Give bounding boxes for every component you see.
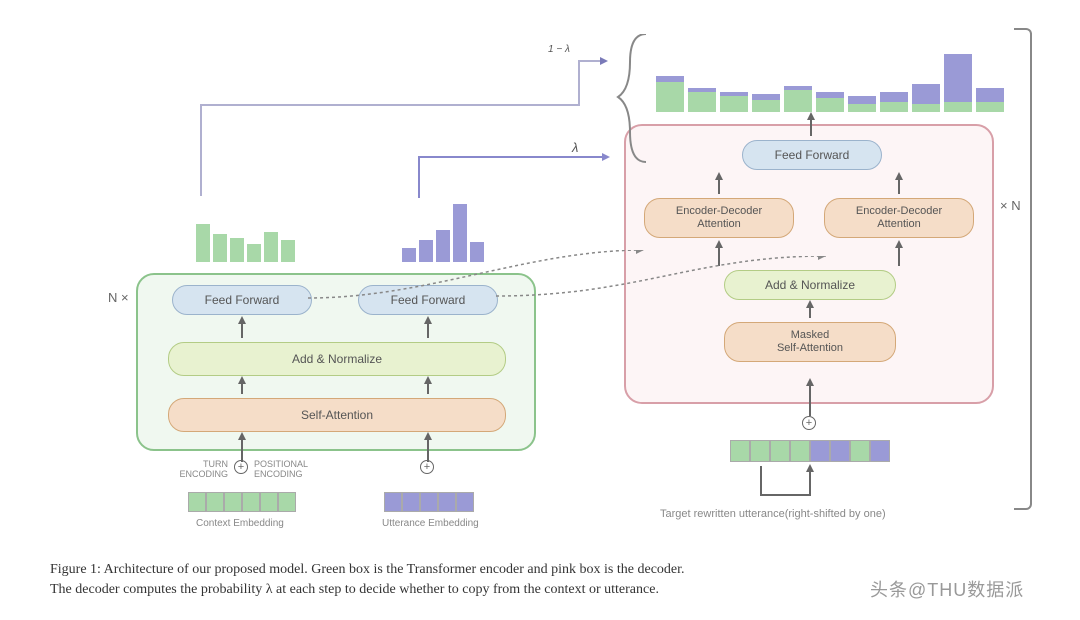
output-bracket <box>1014 28 1032 510</box>
arrow <box>718 178 720 194</box>
arrow-head <box>806 464 814 472</box>
watermark-text: 头条@THU数据派 <box>870 576 1024 602</box>
output-distribution-bars <box>656 32 1004 112</box>
target-embedding <box>730 440 890 462</box>
arrow-head <box>238 316 246 324</box>
one-minus-lambda-arrow-up <box>200 104 202 196</box>
arrow <box>898 178 900 194</box>
encoder-n-label: N × <box>108 290 129 305</box>
decoder-n-label: × N <box>1000 198 1021 213</box>
arrow-head <box>424 376 432 384</box>
arrow-head <box>895 172 903 180</box>
context-embedding <box>188 492 296 512</box>
encoder-decoder-attention-1: Encoder-Decoder Attention <box>644 198 794 238</box>
lambda-arrow-up <box>418 156 420 198</box>
utterance-embedding <box>384 492 474 512</box>
target-label: Target rewritten utterance(right-shifted… <box>660 508 886 520</box>
arrow-head <box>715 172 723 180</box>
arrow-head-right <box>600 57 608 65</box>
one-minus-lambda-arrow <box>200 104 578 106</box>
arrow-head <box>238 432 246 440</box>
utterance-embedding-label: Utterance Embedding <box>382 518 479 529</box>
context-embedding-label: Context Embedding <box>196 518 284 529</box>
arrow <box>760 466 762 496</box>
arrow-head <box>806 378 814 386</box>
positional-encoding-label: POSITIONAL ENCODING <box>254 460 318 480</box>
arrow-head <box>715 240 723 248</box>
masked-self-attention: Masked Self-Attention <box>724 322 896 362</box>
turn-encoding-label: TURN ENCODING <box>174 460 228 480</box>
one-minus-lambda-top <box>578 60 602 62</box>
utterance-distribution-bars <box>402 200 484 262</box>
arrow-head-right <box>602 153 610 161</box>
lambda-label: λ <box>572 140 578 155</box>
decoder-feed-forward: Feed Forward <box>742 140 882 170</box>
arrow <box>809 382 811 416</box>
arrow <box>760 494 811 496</box>
one-minus-lambda-label: 1 − λ <box>548 44 570 55</box>
arrow-head <box>806 300 814 308</box>
plus-icon: + <box>420 460 434 474</box>
encoder-add-norm: Add & Normalize <box>168 342 506 376</box>
encoder-feed-forward-1: Feed Forward <box>172 285 312 315</box>
one-minus-lambda-corner <box>578 60 580 106</box>
arrow-head <box>895 240 903 248</box>
lambda-arrow <box>418 156 604 158</box>
encoder-decoder-attention-2: Encoder-Decoder Attention <box>824 198 974 238</box>
context-distribution-bars <box>196 200 295 262</box>
plus-icon: + <box>234 460 248 474</box>
arrow-head <box>424 432 432 440</box>
arrow-head <box>424 316 432 324</box>
arrow-head <box>807 112 815 120</box>
decoder-add-norm: Add & Normalize <box>724 270 896 300</box>
arrow-head <box>238 376 246 384</box>
encoder-feed-forward-2: Feed Forward <box>358 285 498 315</box>
encoder-self-attention: Self-Attention <box>168 398 506 432</box>
plus-icon: + <box>802 416 816 430</box>
